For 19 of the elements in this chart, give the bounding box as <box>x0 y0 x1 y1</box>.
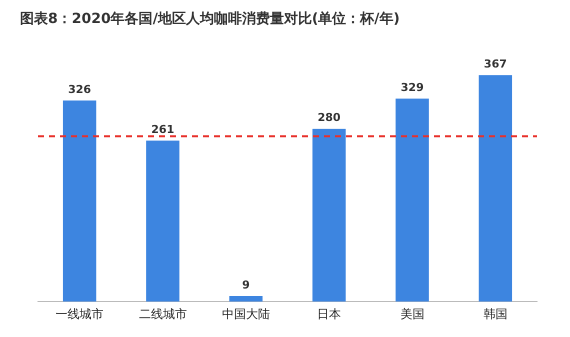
bar <box>146 140 180 302</box>
data-label: 326 <box>68 82 92 96</box>
data-label: 261 <box>151 122 174 136</box>
bar <box>478 75 512 302</box>
bar <box>62 100 96 302</box>
data-label: 280 <box>318 111 341 124</box>
x-tick-label: 日本 <box>317 306 342 321</box>
bar <box>229 296 263 302</box>
data-label: 329 <box>400 80 424 94</box>
x-tick-label: 中国大陆 <box>222 306 270 321</box>
bar <box>396 98 429 302</box>
x-tick-label: 美国 <box>400 306 424 321</box>
x-tick-label: 韩国 <box>483 306 508 321</box>
x-tick-label: 二线城市 <box>138 306 187 321</box>
x-tick-label: 一线城市 <box>56 306 104 321</box>
chart-title: 图表8：2020年各国/地区人均咖啡消费量对比(单位：杯/年) <box>19 10 401 29</box>
data-label: 367 <box>484 58 507 71</box>
bar <box>312 128 346 302</box>
data-label: 9 <box>242 278 250 292</box>
